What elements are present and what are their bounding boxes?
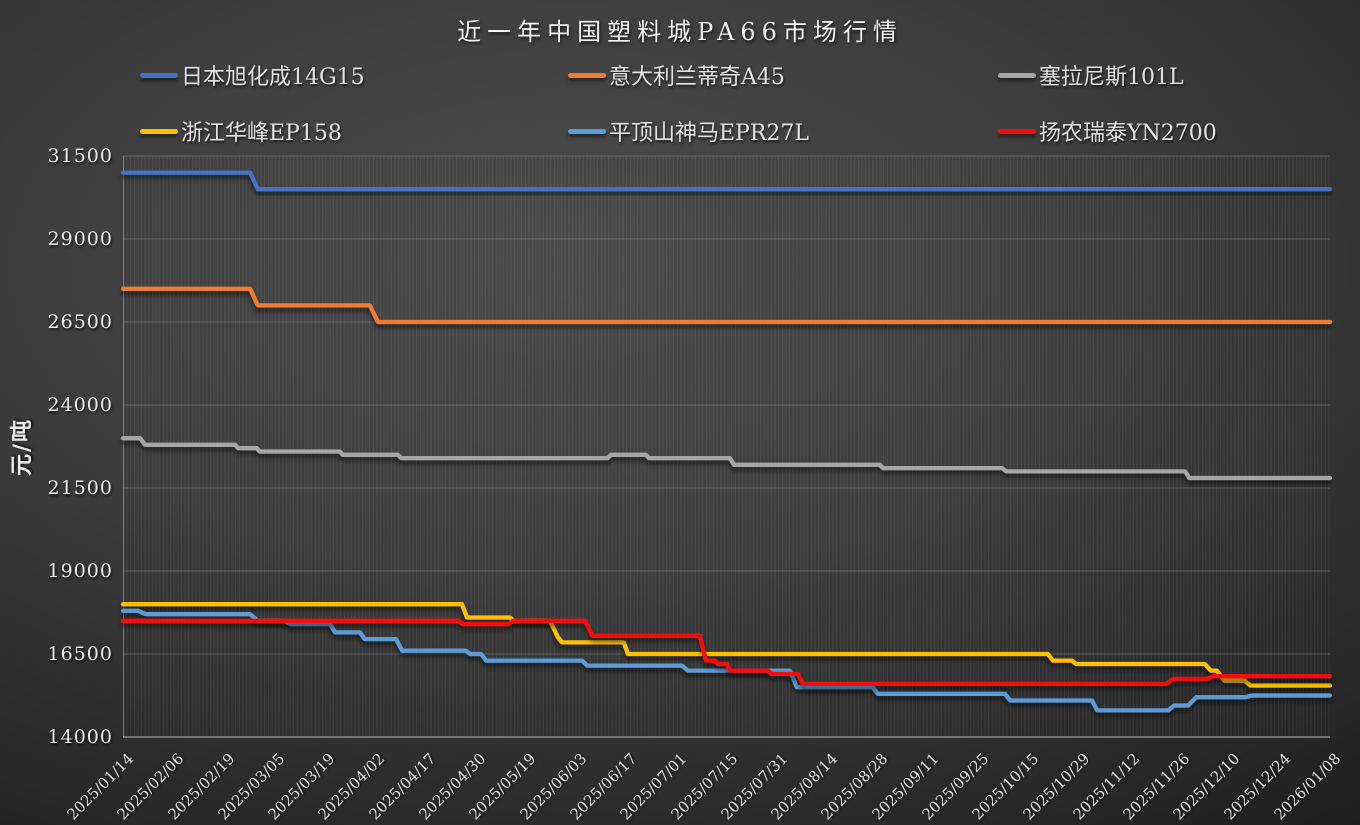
series-line-3 (120, 602, 1333, 688)
y-tick-label: 19000 (47, 560, 113, 582)
legend-label: 塞拉尼斯101L (1039, 65, 1184, 90)
series-line-2 (120, 436, 1333, 481)
legend-swatch-icon (140, 72, 178, 78)
legend-swatch-icon (998, 72, 1036, 78)
plot-area (120, 155, 1333, 738)
legend-swatch-icon (140, 128, 178, 134)
series-line-1 (120, 286, 1333, 325)
legend-label: 意大利兰蒂奇A45 (609, 65, 785, 90)
y-tick-label: 24000 (47, 394, 113, 416)
y-tick-label: 31500 (47, 145, 113, 167)
series-line-0 (120, 170, 1333, 192)
y-axis-title: 元/吨 (9, 417, 35, 477)
legend-label: 浙江华峰EP158 (181, 121, 342, 146)
y-tick-label: 21500 (47, 477, 113, 499)
legend-item-2: 塞拉尼斯101L (998, 60, 1184, 90)
legend-item-5: 扬农瑞泰YN2700 (998, 116, 1217, 146)
legend-swatch-icon (568, 72, 606, 78)
legend-item-4: 平顶山神马EPR27L (568, 116, 809, 146)
legend-label: 平顶山神马EPR27L (609, 121, 810, 146)
legend-item-0: 日本旭化成14G15 (140, 60, 365, 90)
legend-item-3: 浙江华峰EP158 (140, 116, 342, 146)
y-tick-label: 14000 (47, 726, 113, 748)
legend-swatch-icon (568, 128, 606, 134)
series-line-5 (120, 618, 1333, 687)
chart-title: 近一年中国塑料城PA66市场行情 (457, 18, 903, 46)
y-tick-label: 16500 (47, 643, 113, 665)
legend-label: 日本旭化成14G15 (181, 65, 365, 90)
y-tick-label: 26500 (47, 311, 113, 333)
y-tick-label: 29000 (47, 228, 113, 250)
chart-svg (120, 155, 1333, 738)
series-line-4 (120, 608, 1333, 713)
legend-item-1: 意大利兰蒂奇A45 (568, 60, 785, 90)
legend-label: 扬农瑞泰YN2700 (1039, 121, 1217, 146)
legend-swatch-icon (998, 128, 1036, 134)
